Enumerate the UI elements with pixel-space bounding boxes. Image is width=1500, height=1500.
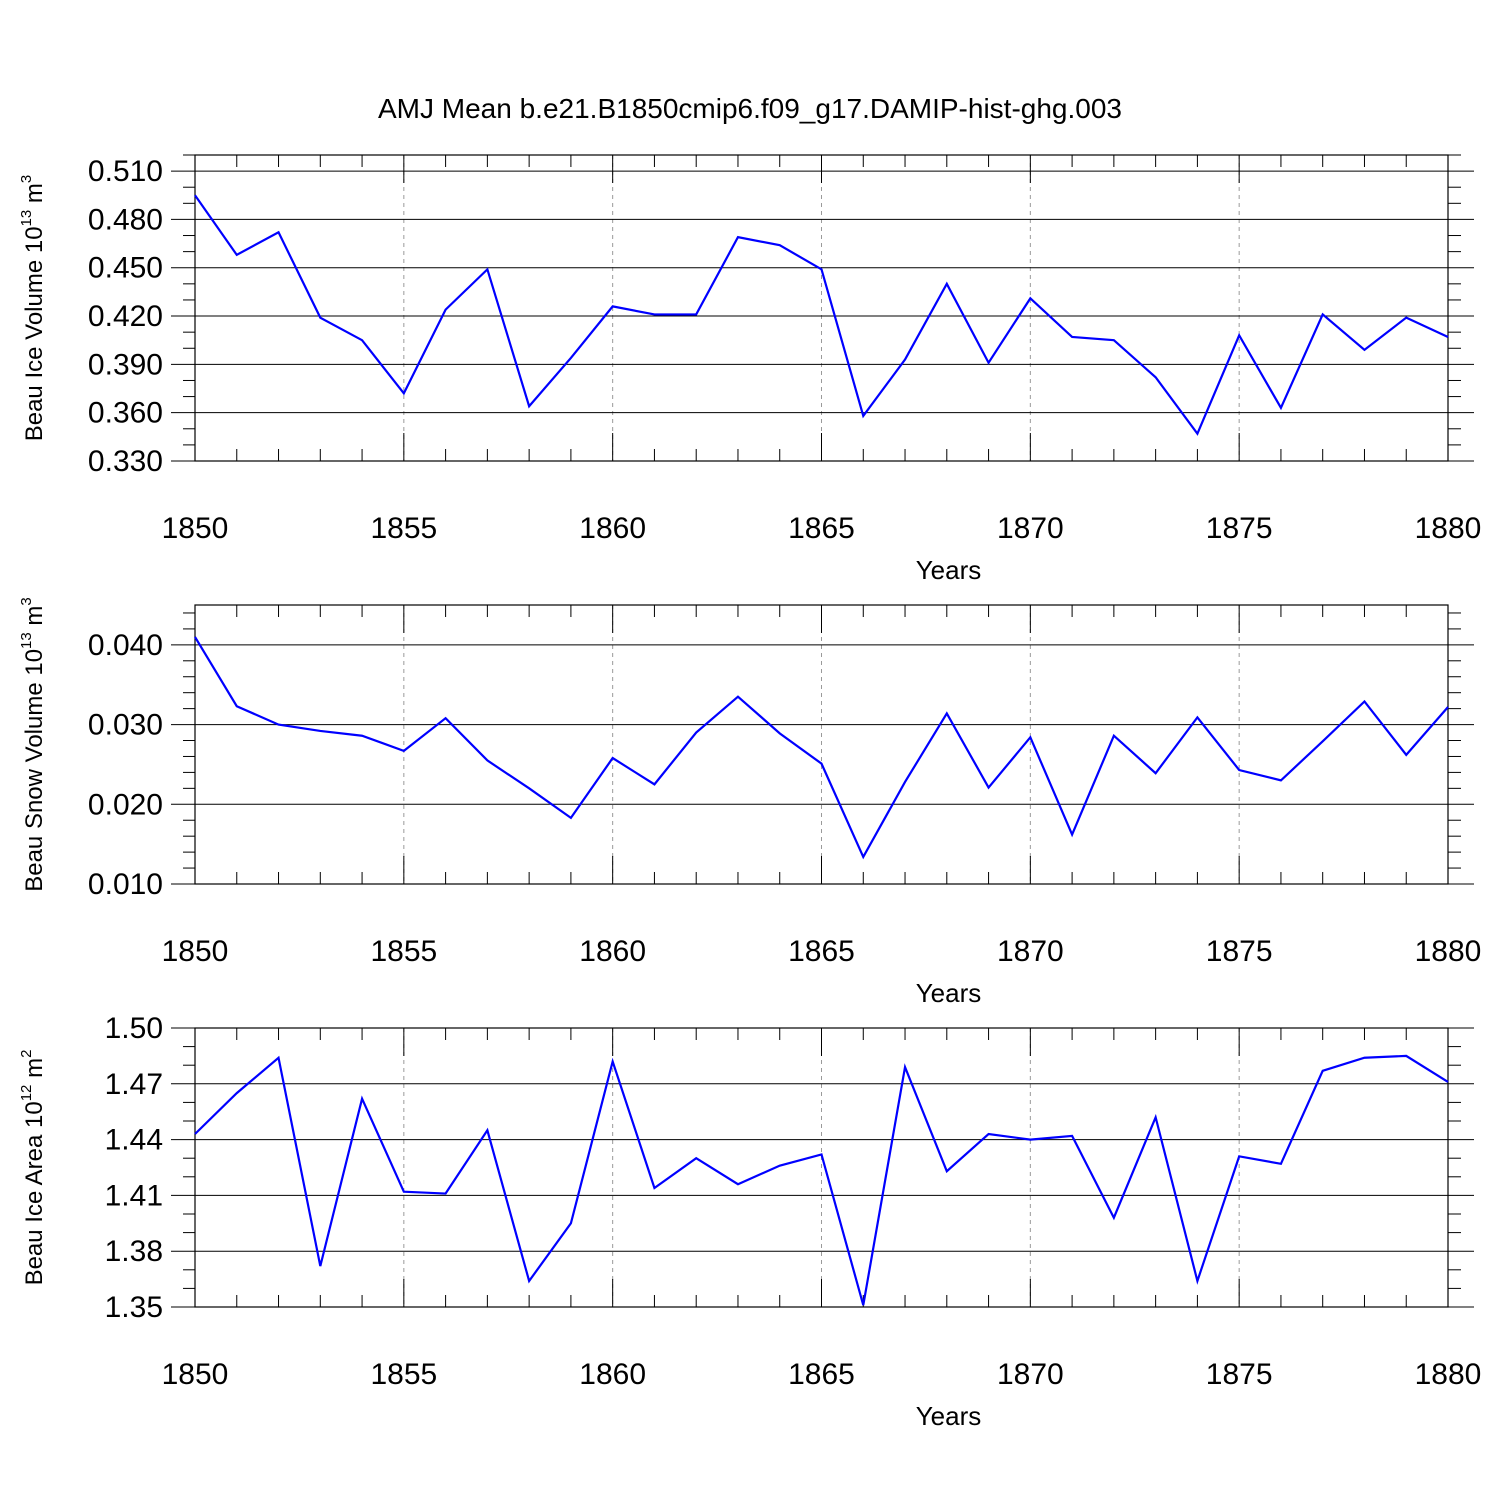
panel-2-x-tick-label: 1855 — [370, 935, 437, 968]
panel-3-y-tick-label: 1.38 — [105, 1235, 163, 1268]
panel-3-x-tick-label: 1855 — [370, 1358, 437, 1391]
panel-3-y-tick-label: 1.41 — [105, 1179, 163, 1212]
panel-3-y-axis-label: Beau Ice Area 1012 m2 — [18, 1050, 48, 1286]
panel-2-series-line — [194, 636, 1449, 860]
panel-3-x-tick-label: 1865 — [788, 1358, 855, 1391]
panel-2-y-axis-label-exponent: 3 — [18, 597, 35, 605]
panel-3-x-axis-label: Years — [916, 1401, 982, 1431]
panel-2-y-tick-label: 0.040 — [88, 629, 163, 662]
panel-1-y-axis-label-exponent: 3 — [18, 175, 35, 183]
panel-1-x-tick-label: 1880 — [1415, 512, 1482, 545]
chart-panel-2: 0.010 0.020 0.030 0.040 1850 1855 1860 1865 1870… — [18, 597, 1481, 1008]
panel-2-x-tick-label: 1860 — [579, 935, 646, 968]
panel-1-x-tick-label: 1855 — [370, 512, 437, 545]
panel-2-x-tick-label: 1850 — [162, 935, 229, 968]
panel-1-y-axis-label: Beau Ice Volume 1013 m3 — [18, 175, 48, 442]
panel-1-y-tick-label: 0.480 — [88, 203, 163, 236]
panel-2-y-axis-label-exponent: 13 — [18, 632, 35, 649]
panel-1-x-tick-label: 1870 — [997, 512, 1064, 545]
panel-2-y-axis-label-part: Beau Snow Volume 10 — [21, 649, 48, 892]
chart-panel-1: 0.330 0.360 0.390 0.420 0.450 0.480 0.510 1850 1… — [18, 154, 1482, 585]
panel-3-y-tick-label: 1.47 — [105, 1068, 163, 1101]
panel-1-y-tick-label: 0.360 — [88, 397, 163, 430]
panel-1-x-tick-label: 1875 — [1206, 512, 1273, 545]
panel-1-y-tick-label: 0.450 — [88, 252, 163, 285]
panel-3-y-axis-label-part: m — [21, 1058, 48, 1085]
panel-3-y-tick-label: 1.50 — [105, 1012, 163, 1045]
panel-3-y-axis-label-exponent: 12 — [18, 1085, 35, 1102]
panel-1-y-tick-label: 0.330 — [88, 445, 163, 478]
panel-1-x-tick-label: 1865 — [788, 512, 855, 545]
panel-3-x-tick-label: 1850 — [162, 1358, 229, 1391]
panel-3-x-tick-label: 1860 — [579, 1358, 646, 1391]
panel-3-y-axis-label-exponent: 2 — [18, 1050, 35, 1058]
panel-3-series-line — [194, 1054, 1449, 1306]
chart-panel-3: 1.35 1.38 1.41 1.44 1.47 1.50 1850 1855 1860 1865… — [18, 1012, 1481, 1431]
panel-2-x-axis-label: Years — [916, 978, 982, 1008]
panel-2-x-tick-label: 1870 — [997, 935, 1064, 968]
figure-title: AMJ Mean b.e21.B1850cmip6.f09_g17.DAMIP-… — [378, 93, 1122, 124]
panel-2-y-tick-label: 0.020 — [88, 788, 163, 821]
panel-1-y-axis-label-exponent: 13 — [18, 210, 35, 227]
panel-1-y-axis-label-part: m — [21, 183, 48, 210]
panel-1-x-tick-label: 1850 — [162, 512, 229, 545]
panel-2-y-axis-label: Beau Snow Volume 1013 m3 — [18, 597, 48, 892]
panel-3-x-tick-label: 1875 — [1206, 1358, 1273, 1391]
panel-1-series-line — [194, 194, 1449, 436]
panel-1-y-tick-label: 0.390 — [88, 348, 163, 381]
panel-2-y-axis-label-part: m — [21, 606, 48, 633]
panel-3-x-tick-label: 1880 — [1415, 1358, 1482, 1391]
panel-2-x-tick-label: 1865 — [788, 935, 855, 968]
panel-2-x-tick-label: 1875 — [1206, 935, 1273, 968]
panel-3-y-tick-label: 1.44 — [105, 1124, 163, 1157]
panel-1-y-axis-label-part: Beau Ice Volume 10 — [21, 226, 48, 441]
panel-1-y-tick-label: 0.510 — [88, 155, 163, 188]
panel-1-y-tick-label: 0.420 — [88, 300, 163, 333]
panel-3-y-tick-label: 1.35 — [105, 1291, 163, 1324]
panel-2-y-tick-label: 0.030 — [88, 709, 163, 742]
panel-1-x-axis-label: Years — [916, 555, 982, 585]
panel-1-x-tick-label: 1860 — [579, 512, 646, 545]
panel-2-y-tick-label: 0.010 — [88, 868, 163, 901]
panel-3-x-tick-label: 1870 — [997, 1358, 1064, 1391]
panel-2-x-tick-label: 1880 — [1415, 935, 1482, 968]
panel-3-y-axis-label-part: Beau Ice Area 10 — [21, 1101, 48, 1285]
